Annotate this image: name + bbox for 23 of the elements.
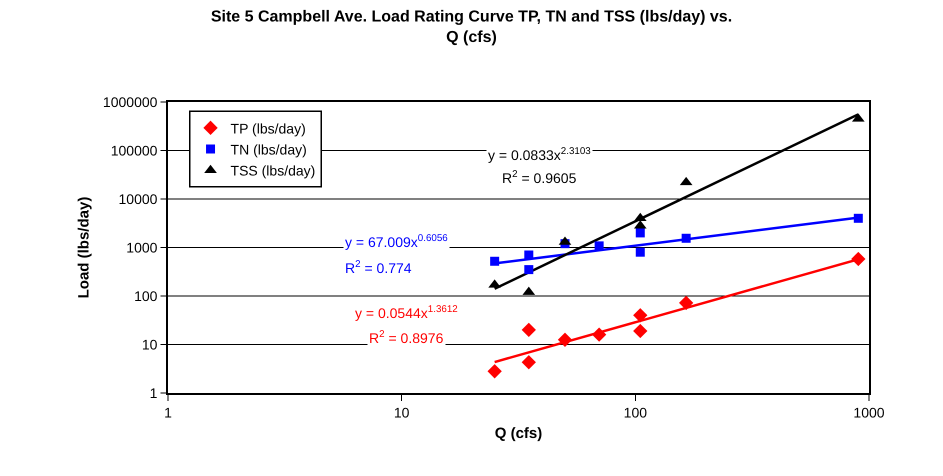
y-tick-label: 1	[150, 384, 158, 401]
y-tick-label: 10000	[118, 190, 158, 207]
annotation: R$^{2}$ = 0.8976	[369, 329, 444, 346]
x-tick-label: 1	[164, 404, 172, 421]
y-tick-label: 100000	[110, 142, 158, 158]
y-tick-label: 10	[142, 336, 158, 352]
y-tick-label: 1000	[126, 239, 158, 256]
y-tick-label: 100	[134, 288, 158, 304]
x-axis-title: Q (cfs)	[494, 425, 542, 442]
x-tick-label: 10	[394, 404, 410, 421]
annotation: y = 0.0833x$^{2.3103}$	[488, 146, 592, 163]
annotation: y = 67.009x$^{0.6056}$	[345, 233, 448, 250]
y-axis-title: Load (lbs/day)	[76, 196, 93, 298]
annotation: y = 0.0544x$^{1.3612}$	[355, 304, 458, 321]
x-tick-label: 100	[624, 404, 648, 421]
legend-label: TN (lbs/day)	[230, 141, 307, 158]
y-tick-label: 1000000	[102, 94, 158, 110]
x-tick-label: 1000	[853, 404, 885, 421]
legend-label: TSS (lbs/day)	[230, 162, 316, 179]
chart-title: Site 5 Campbell Ave. Load Rating Curve TP, TN and TSS (lbs/day) vs. Q (cfs)	[210, 8, 732, 46]
legend-label: TP (lbs/day)	[230, 120, 306, 136]
annotation: R$^{2}$ = 0.774	[345, 259, 412, 276]
annotation: R$^{2}$ = 0.9605	[502, 169, 577, 186]
